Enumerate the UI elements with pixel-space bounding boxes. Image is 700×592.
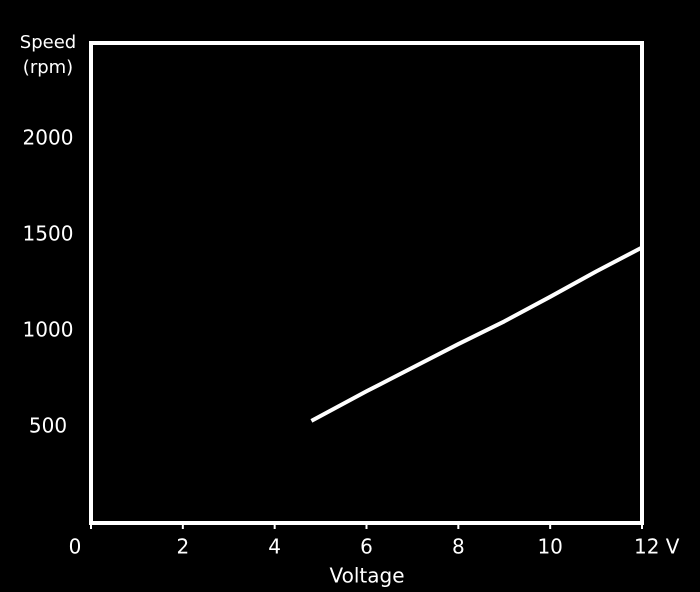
y-tick-label: 500 (29, 414, 67, 438)
x-axis-label: Voltage (329, 564, 404, 588)
x-tick-label: 8 (452, 535, 465, 559)
x-tick-label: 6 (360, 535, 373, 559)
x-tick-label: 2 (176, 535, 189, 559)
y-tick-label: 2000 (23, 126, 74, 150)
y-tick-label: 1500 (23, 222, 74, 246)
y-tick-label: 1000 (23, 318, 74, 342)
x-tick-label: 12 V (634, 535, 680, 559)
y-axis-label: Speed (20, 32, 76, 53)
plot-frame (89, 41, 644, 525)
x-tick-label: 0 (69, 535, 82, 559)
x-tick-label: 4 (268, 535, 281, 559)
x-tick-label: 10 (537, 535, 562, 559)
y-axis-label: (rpm) (23, 57, 73, 78)
data-line (310, 245, 643, 423)
